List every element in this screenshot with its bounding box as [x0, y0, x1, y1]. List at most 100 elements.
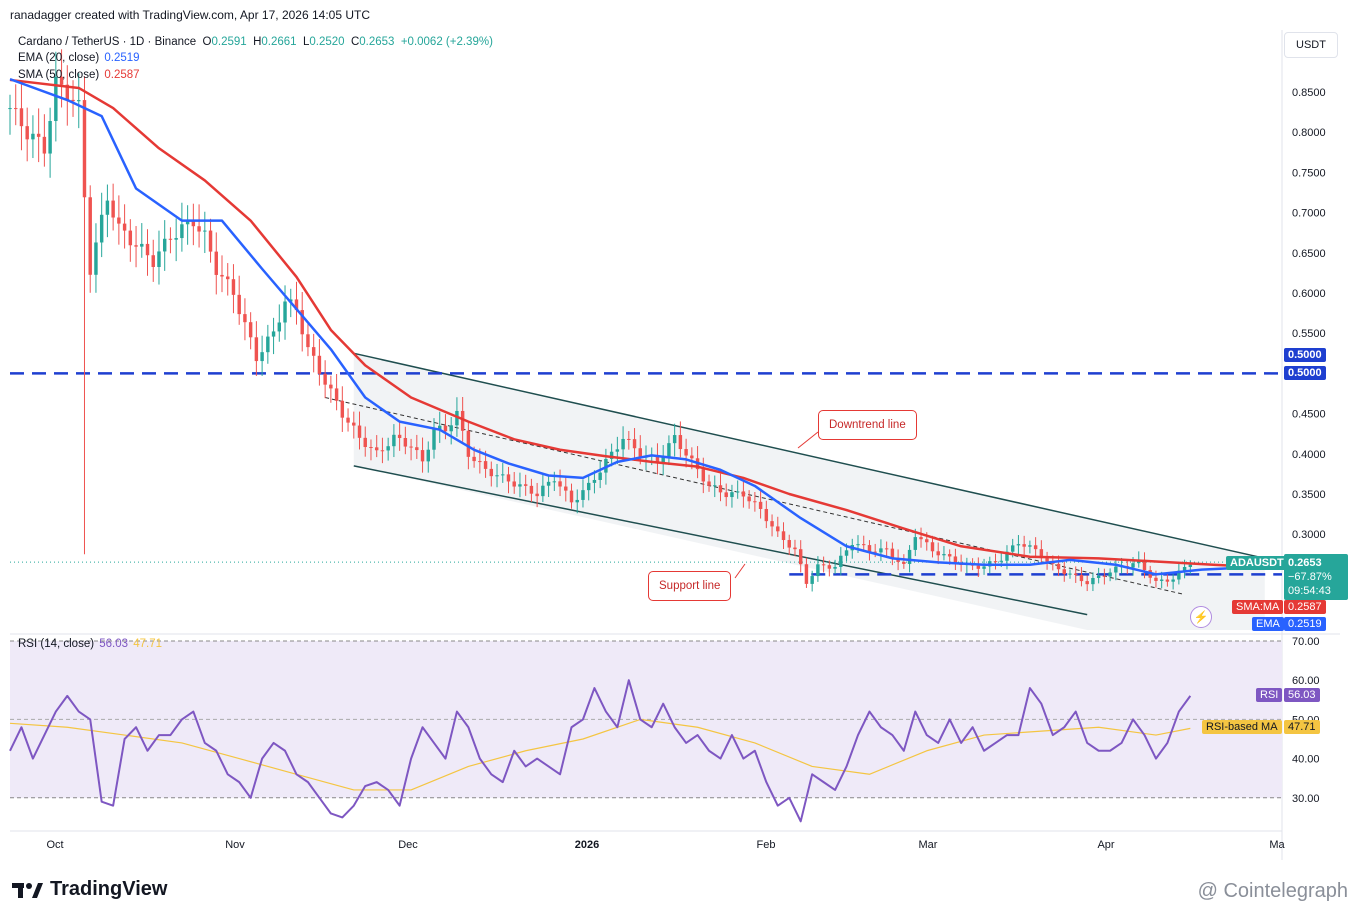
high-value: 0.2661 [261, 36, 297, 48]
rsi-tick-label: 40.00 [1292, 754, 1320, 766]
candle-body [237, 294, 241, 315]
candle-body [747, 496, 751, 502]
candle-body [999, 560, 1003, 562]
support-line [353, 465, 1088, 616]
candle-body [890, 548, 895, 558]
candle-body [42, 136, 47, 154]
candle-body [873, 551, 877, 553]
price-tick-label: 0.6500 [1292, 248, 1326, 260]
channel-fill [353, 353, 1265, 630]
price-tick-label: 0.7000 [1292, 208, 1326, 220]
candle-body [317, 355, 322, 374]
candle-body [460, 410, 465, 431]
candle-body [36, 133, 41, 137]
rsi-line [9, 679, 1192, 823]
candle-body [140, 243, 144, 247]
ema20-line [9, 77, 1265, 576]
candle-body [403, 438, 408, 447]
candle-body [1159, 579, 1164, 581]
time-tick-label: Dec [398, 839, 418, 851]
candle-body [277, 322, 282, 332]
candle-body [798, 549, 803, 565]
candle-body [546, 481, 551, 486]
candle-body [31, 133, 35, 140]
candle-body [839, 555, 843, 567]
time-tick-label: Feb [757, 839, 776, 851]
candle-body [684, 449, 688, 456]
candle-body [1005, 551, 1009, 561]
close-value: 0.2653 [359, 36, 395, 48]
symbol-legend: Cardano / TetherUS · 1D · Binance O0.259… [18, 36, 493, 48]
candle-body [449, 425, 453, 432]
candle-body [54, 76, 58, 122]
candle-body [569, 490, 574, 503]
bar-countdown: 09:54:43 [1288, 585, 1331, 597]
candle-body [856, 544, 860, 546]
candle-body [329, 384, 333, 389]
candle-body [810, 576, 814, 584]
candle-body [564, 486, 568, 491]
candle-body [1085, 581, 1089, 585]
candle-body [420, 450, 425, 462]
candle-body [690, 455, 694, 459]
candle-body [501, 474, 505, 476]
candle-body [753, 501, 757, 503]
downtrend-arrow [797, 431, 819, 449]
candle-body [478, 461, 482, 463]
candle-body [867, 545, 872, 552]
candle-body [907, 549, 912, 564]
candle-body [340, 400, 345, 418]
candle-body [735, 491, 740, 493]
candle-body [386, 446, 390, 451]
rsi-tag-value: 56.03 [1284, 688, 1320, 702]
candle-body [82, 100, 87, 198]
candle-body [1079, 574, 1084, 582]
candle-body [145, 243, 150, 256]
currency-button[interactable]: USDT [1284, 32, 1338, 58]
candle-body [552, 481, 557, 483]
candle-body [781, 531, 786, 541]
candle-body [1062, 569, 1066, 575]
candle-body [1177, 570, 1181, 580]
symbol-tag: ADAUSDT [1226, 556, 1288, 570]
lightning-icon[interactable]: ⚡ [1190, 606, 1212, 628]
candle-body [884, 548, 889, 550]
candle-body [77, 100, 81, 102]
candle-body [162, 238, 167, 252]
candle-body [976, 565, 981, 569]
candle-body [99, 214, 104, 243]
candle-body [953, 556, 958, 564]
candle-body [604, 458, 608, 473]
candle-body [678, 435, 683, 450]
candle-body [346, 417, 350, 423]
rsi-tick-label: 70.00 [1292, 636, 1320, 648]
candle-body [844, 550, 849, 556]
rsima-tag-value: 47.71 [1284, 720, 1320, 734]
candle-body [993, 561, 998, 563]
price-tick-label: 0.8000 [1292, 127, 1326, 139]
candle-body [1142, 559, 1147, 571]
candle-body [65, 84, 70, 100]
candle-body [174, 238, 178, 240]
candle-body [758, 501, 763, 509]
rsi-legend[interactable]: RSI (14, close) 56.03 47.71 [18, 638, 163, 650]
candle-body [226, 276, 230, 280]
candle-body [1114, 566, 1118, 573]
candle-body [294, 299, 299, 311]
candle-body [827, 565, 832, 569]
level-tag-top: 0.5000 [1284, 348, 1326, 362]
candle-body [380, 450, 385, 452]
ema-legend[interactable]: EMA (20, close) 0.2519 [18, 52, 140, 64]
time-tick-label: Mar [919, 839, 938, 851]
sma-tag-label: SMA:MA [1232, 600, 1284, 614]
candle-body [609, 451, 614, 459]
candle-body [88, 197, 92, 275]
header-credit: ranadagger created with TradingView.com,… [10, 8, 370, 22]
candle-body [1131, 563, 1135, 568]
sma-tag-value: 0.2587 [1284, 600, 1326, 614]
candle-body [94, 242, 98, 275]
sma-legend[interactable]: SMA (50, close) 0.2587 [18, 69, 140, 81]
candle-body [397, 434, 402, 439]
candle-body [409, 446, 413, 448]
